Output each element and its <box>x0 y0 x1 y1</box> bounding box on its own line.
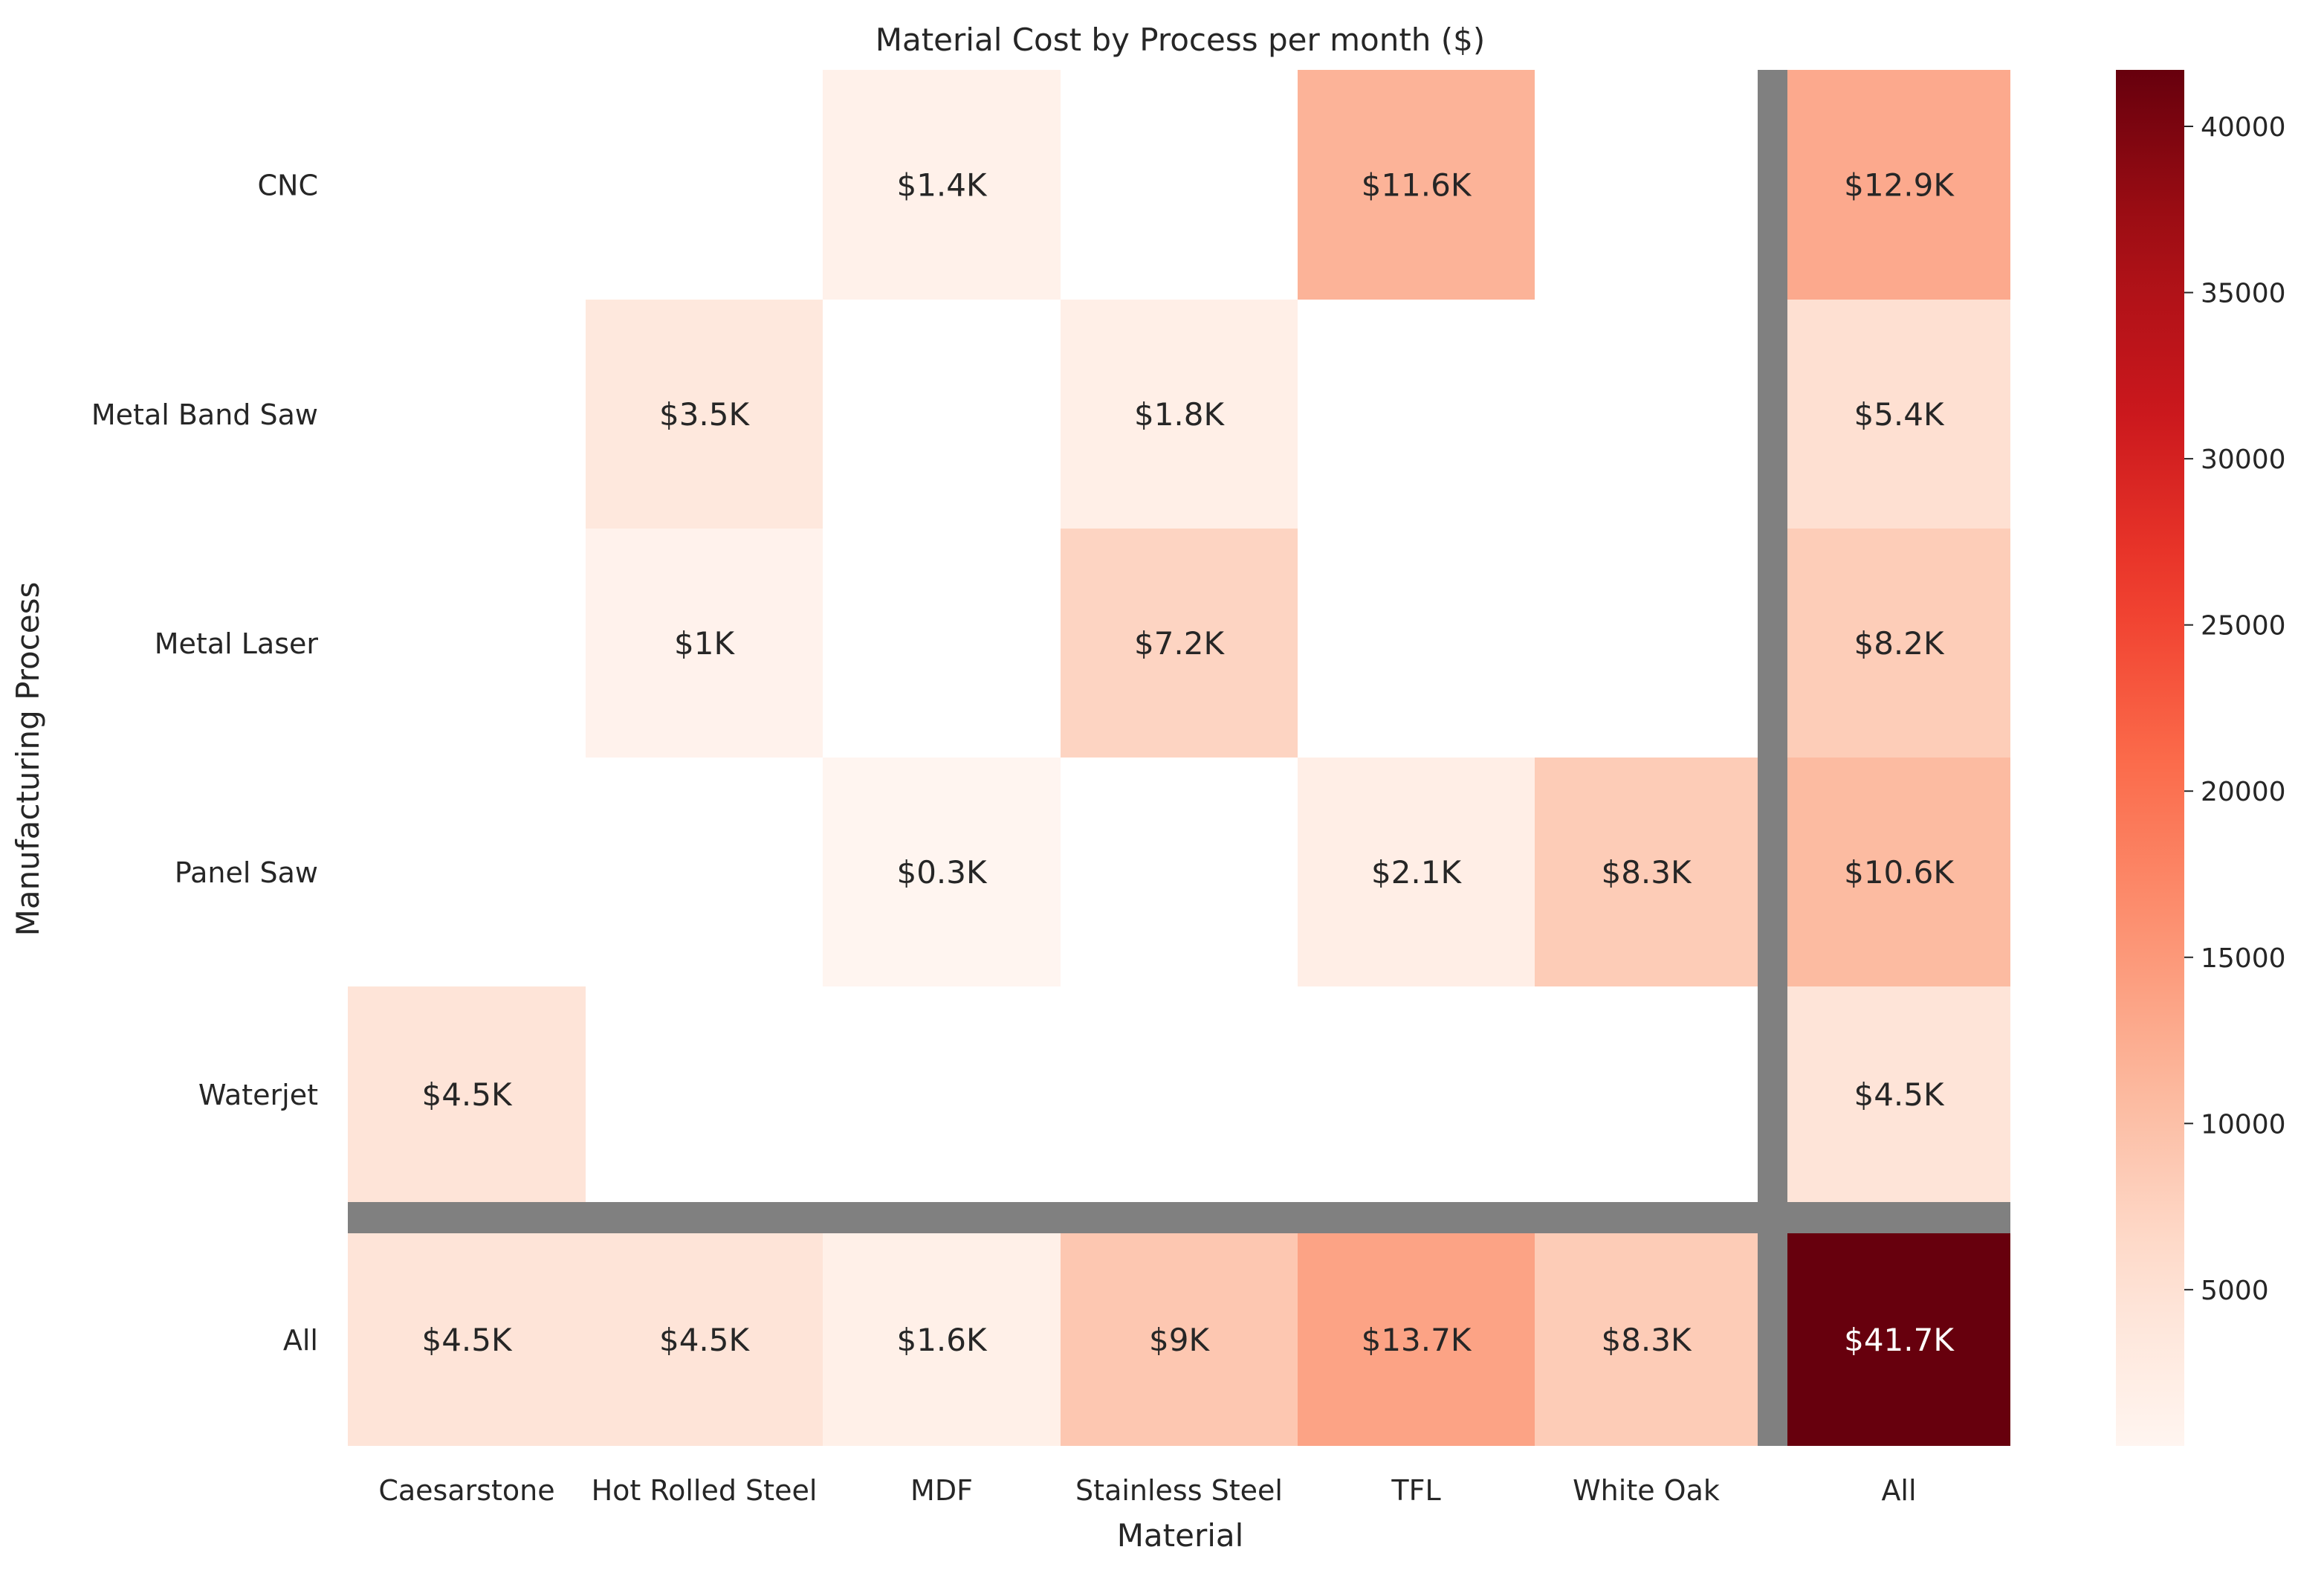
y-tick-label: CNC <box>258 169 319 202</box>
cell-value-label: $12.9K <box>1844 167 1955 204</box>
cell-value-label: $11.6K <box>1362 167 1472 204</box>
cell-value-label: $0.3K <box>896 854 988 891</box>
cell-value-label: $4.5K <box>659 1322 751 1358</box>
y-tick-label: Metal Band Saw <box>91 398 318 431</box>
x-tick-label: All <box>1881 1474 1916 1507</box>
y-tick-label: Panel Saw <box>175 856 318 889</box>
y-tick-labels: CNC Metal Band Saw Metal Laser Panel Saw Wat… <box>91 169 318 1357</box>
y-tick-label: Metal Laser <box>155 627 319 660</box>
heatmap-cell <box>1298 758 1535 986</box>
colorbar: 5000 10000 15000 20000 25000 30000 35000 40000 <box>2116 70 2286 1446</box>
heatmap-cell <box>1535 1233 1758 1446</box>
x-tick-label: MDF <box>910 1474 973 1507</box>
heatmap-cell <box>348 1233 586 1446</box>
cell-value-label: $5.4K <box>1854 396 1945 433</box>
cell-value-label: $10.6K <box>1844 854 1955 891</box>
heatmap-cell <box>1535 758 1758 986</box>
cell-value-label: $13.7K <box>1362 1322 1472 1358</box>
y-tick-label: All <box>283 1324 318 1357</box>
x-tick-label: Stainless Steel <box>1075 1474 1283 1507</box>
x-tick-label: TFL <box>1391 1474 1440 1507</box>
heatmap-cell <box>348 986 586 1202</box>
heatmap-cell <box>586 529 823 758</box>
cell-value-label: $1.6K <box>896 1322 988 1358</box>
colorbar-tick-label: 5000 <box>2201 1276 2269 1306</box>
heatmap-cell <box>823 1233 1061 1446</box>
cell-value-label: $4.5K <box>1854 1076 1945 1113</box>
y-axis-label: Manufacturing Process <box>10 582 46 937</box>
heatmap-cell <box>1787 986 2010 1202</box>
x-axis-label: Material <box>1117 1517 1244 1554</box>
heatmap-cell <box>1787 529 2010 758</box>
chart-title: Material Cost by Process per month ($) <box>875 22 1486 58</box>
cell-value-label: $41.7K <box>1844 1322 1955 1358</box>
colorbar-tick-label: 40000 <box>2201 112 2286 143</box>
cell-value-label: $8.3K <box>1601 854 1692 891</box>
cell-value-label: $1.8K <box>1134 396 1226 433</box>
cell-value-label: $1.4K <box>896 167 988 204</box>
colorbar-tick-label: 15000 <box>2201 943 2286 974</box>
colorbar-tick-label: 20000 <box>2201 777 2286 807</box>
cell-value-label: $8.2K <box>1854 625 1945 662</box>
heatmap-cell <box>1787 300 2010 529</box>
heatmap-cell <box>823 70 1061 300</box>
heatmap-cell <box>1061 300 1298 529</box>
heatmap-cell <box>1061 529 1298 758</box>
heatmap-cell <box>1061 1233 1298 1446</box>
y-tick-label: Waterjet <box>198 1079 318 1111</box>
cell-value-label: $4.5K <box>421 1076 513 1113</box>
cell-value-label: $8.3K <box>1601 1322 1692 1358</box>
horizontal-total-separator <box>348 1202 2010 1233</box>
heatmap-cell <box>1787 70 2010 300</box>
cell-value-label: $9K <box>1149 1322 1210 1358</box>
cell-value-label: $4.5K <box>421 1322 513 1358</box>
x-tick-label: White Oak <box>1573 1474 1720 1507</box>
heatmap-cell <box>823 758 1061 986</box>
heatmap-cell <box>1298 1233 1535 1446</box>
heatmap-cell <box>1787 1233 2010 1446</box>
colorbar-tick-label: 35000 <box>2201 279 2286 309</box>
heatmap-cell <box>1298 70 1535 300</box>
vertical-total-separator <box>1758 70 1787 1446</box>
colorbar-tick-label: 30000 <box>2201 445 2286 475</box>
heatmap-cell <box>1787 758 2010 986</box>
heatmap-cell <box>586 300 823 529</box>
total-separators <box>348 70 2010 1446</box>
colorbar-tick-label: 10000 <box>2201 1109 2286 1140</box>
cell-value-label: $1K <box>674 625 735 662</box>
x-tick-labels: Caesarstone Hot Rolled Steel MDF Stainless … <box>378 1474 1916 1507</box>
cell-value-label: $3.5K <box>659 396 751 433</box>
colorbar-gradient <box>2116 70 2184 1446</box>
colorbar-tick-label: 25000 <box>2201 611 2286 642</box>
heatmap-cells: $1.4K $11.6K $12.9K $3.5K $1.8K $5.4K $1K $7.2K… <box>348 70 2010 1446</box>
cell-value-label: $2.1K <box>1371 854 1463 891</box>
x-tick-label: Hot Rolled Steel <box>592 1474 818 1507</box>
cell-value-label: $7.2K <box>1134 625 1226 662</box>
x-tick-label: Caesarstone <box>378 1474 554 1507</box>
heatmap-cell <box>586 1233 823 1446</box>
